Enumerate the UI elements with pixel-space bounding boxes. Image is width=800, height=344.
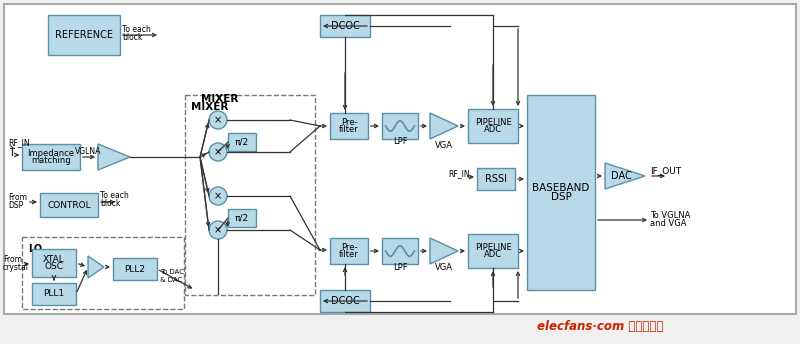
- Text: and VGA: and VGA: [650, 219, 686, 228]
- Text: PLL1: PLL1: [43, 290, 65, 299]
- Text: PIPELINE: PIPELINE: [474, 118, 511, 127]
- Text: VGA: VGA: [435, 140, 453, 150]
- Text: Pre-: Pre-: [341, 118, 358, 127]
- FancyBboxPatch shape: [527, 95, 595, 290]
- Text: π/2: π/2: [235, 138, 249, 147]
- Polygon shape: [605, 163, 645, 189]
- FancyBboxPatch shape: [32, 249, 76, 277]
- Text: REFERENCE: REFERENCE: [55, 30, 113, 40]
- Text: XTAL: XTAL: [43, 255, 65, 264]
- Text: Pre-: Pre-: [341, 243, 358, 252]
- Text: ×: ×: [214, 192, 222, 202]
- Text: RSSI: RSSI: [485, 174, 507, 184]
- Text: DCOC: DCOC: [330, 296, 359, 306]
- FancyBboxPatch shape: [48, 15, 120, 55]
- FancyBboxPatch shape: [320, 290, 370, 312]
- FancyBboxPatch shape: [113, 258, 157, 280]
- Polygon shape: [430, 238, 458, 264]
- Text: crystal: crystal: [3, 264, 29, 272]
- FancyBboxPatch shape: [477, 168, 515, 190]
- FancyBboxPatch shape: [320, 15, 370, 37]
- Text: MIXER: MIXER: [202, 94, 238, 104]
- Text: & DAC: & DAC: [160, 277, 182, 283]
- Text: PIPELINE: PIPELINE: [474, 243, 511, 252]
- Text: MIXER: MIXER: [191, 102, 228, 112]
- FancyBboxPatch shape: [330, 113, 368, 139]
- Text: To each: To each: [122, 24, 150, 33]
- Text: To each: To each: [100, 192, 129, 201]
- Text: filter: filter: [339, 125, 359, 134]
- FancyBboxPatch shape: [40, 193, 98, 217]
- Text: DSP: DSP: [550, 192, 571, 202]
- Text: From: From: [8, 193, 27, 203]
- FancyBboxPatch shape: [468, 234, 518, 268]
- Text: IF_OUT: IF_OUT: [650, 166, 681, 175]
- Polygon shape: [430, 113, 458, 139]
- Text: ×: ×: [214, 226, 222, 236]
- FancyBboxPatch shape: [22, 144, 80, 170]
- Text: VGA: VGA: [435, 264, 453, 272]
- Text: To DAC: To DAC: [160, 269, 184, 275]
- Text: RF_IN: RF_IN: [448, 170, 470, 179]
- Text: From: From: [3, 256, 22, 265]
- Text: DSP: DSP: [8, 201, 23, 209]
- FancyBboxPatch shape: [468, 109, 518, 143]
- Text: π/2: π/2: [235, 214, 249, 223]
- FancyBboxPatch shape: [330, 238, 368, 264]
- Text: block: block: [100, 200, 120, 208]
- Polygon shape: [88, 256, 104, 278]
- Text: BASEBAND: BASEBAND: [532, 183, 590, 193]
- Text: DCOC: DCOC: [330, 21, 359, 31]
- Polygon shape: [98, 144, 130, 170]
- Circle shape: [209, 187, 227, 205]
- FancyBboxPatch shape: [228, 133, 256, 151]
- FancyBboxPatch shape: [228, 209, 256, 227]
- Text: LPF: LPF: [393, 138, 407, 147]
- Text: DAC: DAC: [610, 171, 631, 181]
- Text: LO: LO: [28, 244, 42, 254]
- FancyBboxPatch shape: [32, 283, 76, 305]
- Circle shape: [209, 221, 227, 239]
- Text: LPF: LPF: [393, 262, 407, 271]
- FancyBboxPatch shape: [382, 238, 418, 264]
- Text: ×: ×: [214, 148, 222, 158]
- Text: Impedance: Impedance: [27, 149, 74, 158]
- Text: elecfans·com 电子发烧友: elecfans·com 电子发烧友: [537, 320, 663, 333]
- Text: To VGLNA: To VGLNA: [650, 211, 690, 219]
- Text: ADC: ADC: [484, 125, 502, 134]
- Text: PLL2: PLL2: [125, 265, 146, 273]
- Text: filter: filter: [339, 250, 359, 259]
- Text: OSC: OSC: [45, 262, 63, 271]
- Circle shape: [209, 111, 227, 129]
- Text: CONTROL: CONTROL: [47, 201, 91, 209]
- Text: RF_IN: RF_IN: [8, 139, 30, 148]
- FancyBboxPatch shape: [4, 4, 796, 314]
- FancyBboxPatch shape: [382, 113, 418, 139]
- Text: matching: matching: [31, 156, 71, 165]
- Text: block: block: [122, 32, 142, 42]
- Text: ×: ×: [214, 116, 222, 126]
- Circle shape: [209, 143, 227, 161]
- Text: VGLNA: VGLNA: [75, 148, 101, 157]
- Text: ADC: ADC: [484, 250, 502, 259]
